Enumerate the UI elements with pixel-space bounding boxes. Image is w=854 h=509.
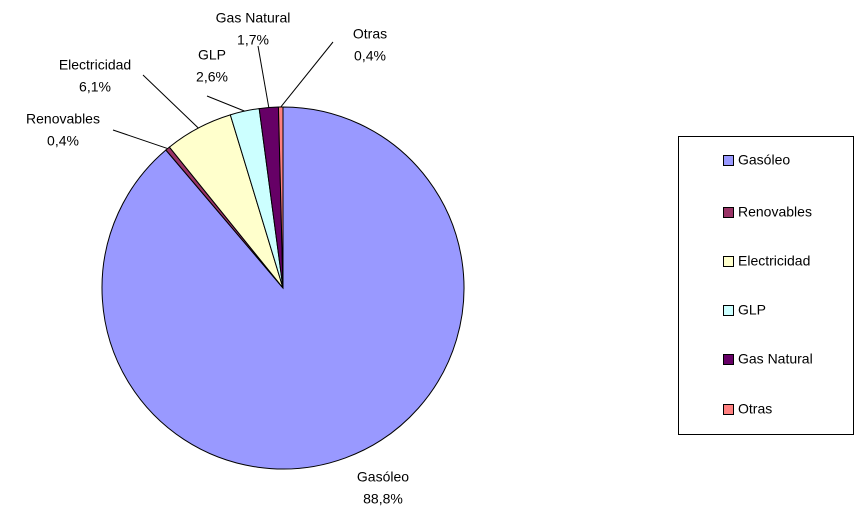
slice-value-label: 2,6% (196, 69, 228, 85)
slice-label: GLP (198, 47, 226, 63)
slice-value-label: 0,4% (47, 133, 79, 149)
slice-value-label: 1,7% (237, 32, 269, 48)
legend-box (678, 136, 854, 435)
legend-swatch (723, 404, 734, 415)
pie-slice (277, 106, 284, 289)
legend-label: Otras (738, 401, 772, 417)
leader-line (112, 129, 168, 150)
slice-label: Electricidad (59, 57, 131, 73)
leader-line (257, 45, 270, 108)
slice-value-label: 6,1% (79, 79, 111, 95)
legend-swatch (723, 256, 734, 267)
legend-label: GLP (738, 302, 766, 318)
leader-line (206, 95, 245, 112)
legend-label: Electricidad (738, 253, 810, 269)
slice-label: Gas Natural (216, 10, 291, 26)
leader-line (280, 41, 334, 108)
legend-swatch (723, 354, 734, 365)
legend-label: Renovables (738, 204, 812, 220)
legend-swatch (723, 305, 734, 316)
leader-line (142, 74, 199, 129)
slice-value-label: 0,4% (354, 48, 386, 64)
slice-value-label: 88,8% (363, 491, 403, 507)
legend-label: Gas Natural (738, 351, 813, 367)
legend-label: Gasóleo (738, 152, 790, 168)
slice-label: Gasóleo (357, 469, 409, 485)
legend-swatch (723, 155, 734, 166)
slice-label: Renovables (26, 111, 100, 127)
slice-label: Otras (353, 26, 387, 42)
legend-swatch (723, 207, 734, 218)
